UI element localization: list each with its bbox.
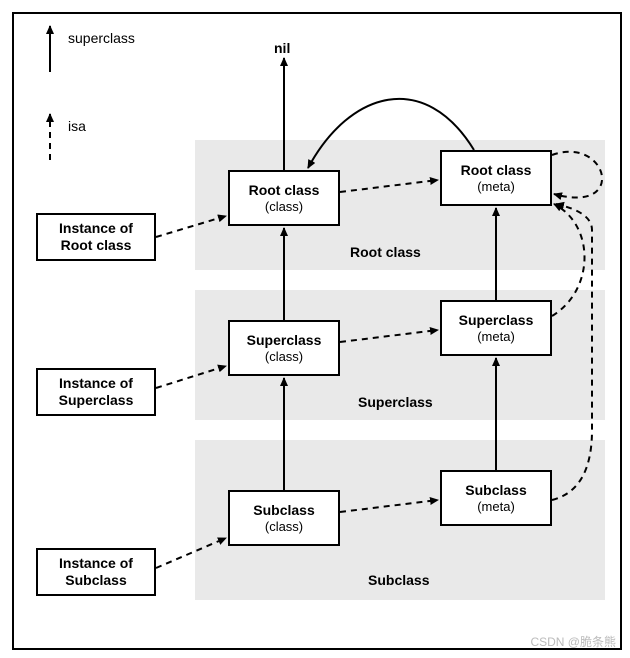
node-text: Instance of bbox=[59, 555, 133, 572]
node-text: Root class bbox=[461, 162, 532, 179]
node-super-class: Superclass (class) bbox=[228, 320, 340, 376]
band-label-sub: Subclass bbox=[368, 572, 429, 588]
node-text: Subclass bbox=[465, 482, 526, 499]
node-subtext: (meta) bbox=[477, 179, 515, 195]
node-text: Instance of bbox=[59, 375, 133, 392]
node-subtext: (class) bbox=[265, 199, 303, 215]
node-root-meta: Root class (meta) bbox=[440, 150, 552, 206]
node-instance-super: Instance of Superclass bbox=[36, 368, 156, 416]
legend-superclass-label: superclass bbox=[68, 30, 135, 46]
node-text: Root class bbox=[61, 237, 132, 254]
node-subtext: (class) bbox=[265, 519, 303, 535]
node-sub-meta: Subclass (meta) bbox=[440, 470, 552, 526]
node-instance-sub: Instance of Subclass bbox=[36, 548, 156, 596]
diagram-frame: Root class Superclass Subclass superclas… bbox=[0, 0, 630, 658]
node-subtext: (meta) bbox=[477, 499, 515, 515]
node-subtext: (class) bbox=[265, 349, 303, 365]
legend-isa-label: isa bbox=[68, 118, 86, 134]
node-text: Superclass bbox=[459, 312, 534, 329]
band-label-super: Superclass bbox=[358, 394, 433, 410]
node-text: Instance of bbox=[59, 220, 133, 237]
watermark: CSDN @脆条熊 bbox=[530, 633, 616, 650]
node-instance-root: Instance of Root class bbox=[36, 213, 156, 261]
node-super-meta: Superclass (meta) bbox=[440, 300, 552, 356]
node-text: Superclass bbox=[247, 332, 322, 349]
node-text: Superclass bbox=[59, 392, 134, 409]
node-text: Subclass bbox=[253, 502, 314, 519]
node-subtext: (meta) bbox=[477, 329, 515, 345]
node-root-class: Root class (class) bbox=[228, 170, 340, 226]
band-label-root: Root class bbox=[350, 244, 421, 260]
node-sub-class: Subclass (class) bbox=[228, 490, 340, 546]
nil-label: nil bbox=[274, 40, 290, 56]
node-text: Subclass bbox=[65, 572, 126, 589]
node-text: Root class bbox=[249, 182, 320, 199]
